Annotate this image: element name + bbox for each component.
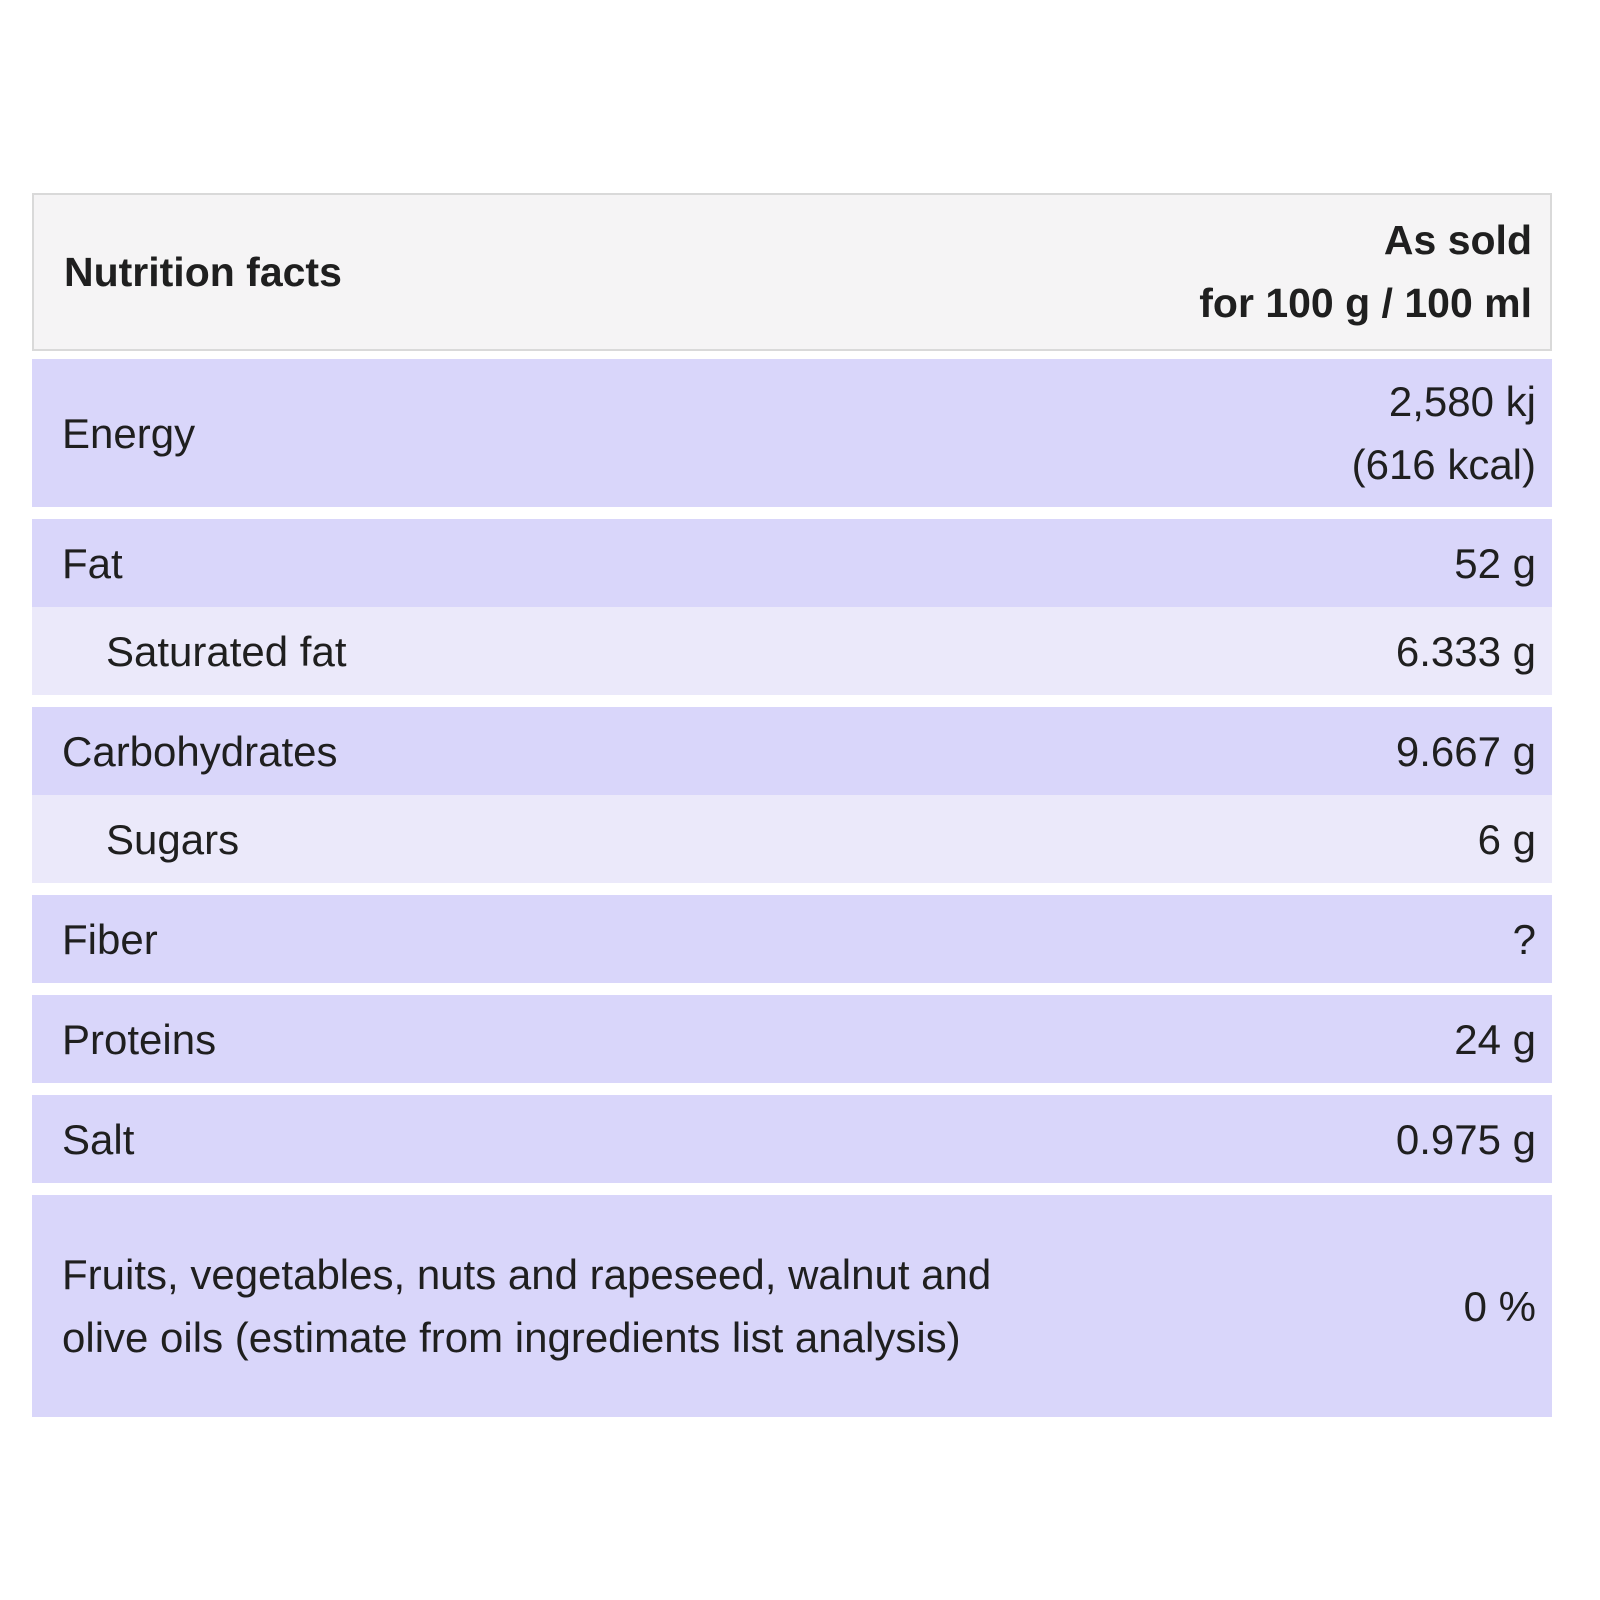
- row-label: Carbohydrates: [62, 727, 338, 775]
- energy-value-kcal: (616 kcal): [1351, 441, 1536, 488]
- row-label: Saturated fat: [106, 627, 347, 675]
- column-header-as-sold: As sold for 100 g / 100 ml: [1199, 209, 1532, 335]
- row-value: 0.975 g: [1395, 1115, 1536, 1163]
- row-label: Fruits, vegetables, nuts and rapeseed, w…: [62, 1251, 992, 1361]
- table-header: Nutrition facts As sold for 100 g / 100 …: [32, 193, 1552, 351]
- group-fat: Fat 52 g Saturated fat 6.333 g: [32, 519, 1552, 695]
- row-label: Sugars: [106, 815, 240, 863]
- row-value: 24 g: [1454, 1015, 1536, 1063]
- row-label: Energy: [62, 409, 196, 457]
- table-row-proteins: Proteins 24 g: [32, 995, 1552, 1083]
- table-row-sugars: Sugars 6 g: [32, 795, 1552, 883]
- row-value: 9.667 g: [1395, 727, 1536, 775]
- row-label: Salt: [62, 1115, 135, 1163]
- group-fruits-vegetables: Fruits, vegetables, nuts and rapeseed, w…: [32, 1195, 1552, 1417]
- group-salt: Salt 0.975 g: [32, 1095, 1552, 1183]
- energy-value-kj: 2,580 kj: [1388, 378, 1536, 425]
- row-value: ?: [1512, 915, 1536, 963]
- row-value: 2,580 kj (616 kcal): [1352, 370, 1536, 496]
- row-label: Proteins: [62, 1015, 217, 1063]
- group-proteins: Proteins 24 g: [32, 995, 1552, 1083]
- table-title: Nutrition facts: [64, 248, 342, 295]
- row-value: 0 %: [1463, 1282, 1536, 1330]
- row-value: 6 g: [1477, 815, 1536, 863]
- table-row-fiber: Fiber ?: [32, 895, 1552, 983]
- row-value: 52 g: [1454, 539, 1536, 587]
- row-label: Fat: [62, 539, 123, 587]
- table-row-carbohydrates: Carbohydrates 9.667 g: [32, 707, 1552, 795]
- table-row-fat: Fat 52 g: [32, 519, 1552, 607]
- table-row-saturated-fat: Saturated fat 6.333 g: [32, 607, 1552, 695]
- row-value: 6.333 g: [1395, 627, 1536, 675]
- nutrition-facts-table: Nutrition facts As sold for 100 g / 100 …: [32, 193, 1552, 1429]
- table-row-fruits-vegetables-estimate: Fruits, vegetables, nuts and rapeseed, w…: [32, 1195, 1552, 1417]
- group-energy: Energy 2,580 kj (616 kcal): [32, 359, 1552, 507]
- row-label: Fiber: [62, 915, 158, 963]
- column-header-line1: As sold: [1383, 217, 1532, 263]
- group-carbohydrates: Carbohydrates 9.667 g Sugars 6 g: [32, 707, 1552, 883]
- group-fiber: Fiber ?: [32, 895, 1552, 983]
- table-row-salt: Salt 0.975 g: [32, 1095, 1552, 1183]
- column-header-line2: for 100 g / 100 ml: [1199, 280, 1532, 326]
- table-row-energy: Energy 2,580 kj (616 kcal): [32, 359, 1552, 507]
